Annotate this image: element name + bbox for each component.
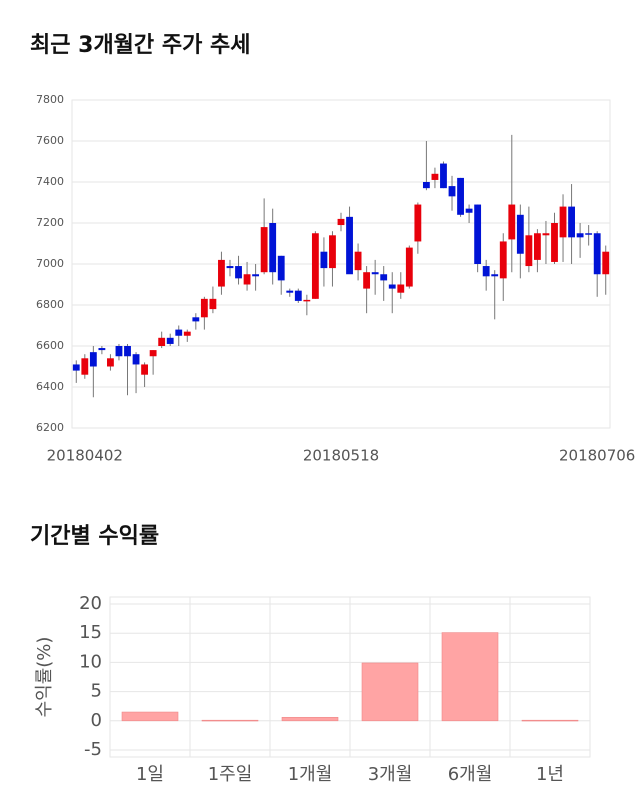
- candle-body: [200, 298, 208, 318]
- candle-body: [337, 218, 345, 226]
- candle-body: [576, 233, 584, 238]
- candle-body: [499, 241, 507, 279]
- y-tick-label: 5: [91, 681, 102, 702]
- candle-body: [311, 233, 319, 299]
- candle-body: [465, 208, 473, 213]
- x-tick-label: 1년: [536, 764, 564, 785]
- candle-body: [277, 255, 285, 281]
- candle-body: [209, 298, 217, 310]
- y-tick-label: -5: [84, 739, 102, 760]
- candle-body: [533, 233, 541, 260]
- y-tick-label: 0: [91, 710, 102, 731]
- candle-body: [431, 173, 439, 180]
- candle-body: [252, 274, 260, 277]
- bar: [521, 719, 579, 722]
- candle-body: [243, 274, 251, 285]
- candle-body: [585, 233, 593, 235]
- candle-body: [516, 214, 524, 254]
- y-tick-label: 7800: [36, 93, 64, 106]
- y-tick-label: 15: [79, 622, 102, 643]
- y-tick-label: 6200: [36, 421, 64, 434]
- candle-body: [388, 284, 396, 289]
- candle-body: [491, 274, 499, 277]
- candle-body: [414, 204, 422, 242]
- candle-body: [602, 251, 610, 275]
- candle-body: [363, 272, 371, 289]
- chart-title: 최근 3개월간 주가 추세: [30, 33, 250, 58]
- bar: [281, 716, 339, 722]
- y-tick-label: 7600: [36, 134, 64, 147]
- candle-body: [542, 233, 550, 236]
- candle-body: [72, 364, 80, 371]
- candle-body: [166, 337, 174, 344]
- candle-body: [81, 358, 89, 375]
- candle-body: [235, 266, 242, 279]
- bar: [361, 662, 419, 722]
- x-tick-label: 20180706: [559, 447, 635, 465]
- candle-body: [175, 329, 183, 336]
- candle-body: [141, 364, 149, 375]
- candle-body: [593, 233, 601, 275]
- candle-body: [115, 346, 123, 357]
- candle-body: [226, 266, 234, 269]
- x-tick-label: 1주일: [208, 764, 253, 785]
- candle-body: [107, 358, 114, 367]
- candle-body: [192, 317, 200, 322]
- y-tick-label: 7000: [36, 257, 64, 270]
- candle-body: [440, 163, 447, 189]
- x-tick-label: 20180402: [47, 447, 123, 465]
- y-tick-label: 10: [79, 651, 102, 672]
- candle-body: [303, 299, 311, 302]
- y-tick-label: 6600: [36, 339, 64, 352]
- candle-body: [405, 247, 413, 287]
- candle-body: [132, 354, 140, 365]
- bar: [441, 632, 499, 722]
- x-tick-label: 1일: [136, 764, 164, 785]
- y-tick-label: 7200: [36, 216, 64, 229]
- candle-body: [158, 337, 166, 346]
- bar: [201, 719, 259, 722]
- candle-body: [98, 348, 106, 351]
- y-axis-label: 수익률(%): [34, 637, 55, 718]
- candle-body: [346, 216, 353, 275]
- candle-body: [286, 290, 294, 293]
- candle-body: [371, 272, 379, 275]
- candle-body: [218, 259, 225, 287]
- candle-body: [320, 251, 328, 269]
- chart-title: 기간별 수익률: [30, 524, 159, 549]
- candle-body: [89, 352, 97, 367]
- candle-body: [329, 235, 336, 269]
- candle-body: [269, 223, 277, 273]
- candle-body: [397, 284, 405, 293]
- x-tick-label: 1개월: [288, 764, 333, 785]
- x-tick-label: 3개월: [368, 764, 413, 785]
- candle-body: [525, 235, 533, 267]
- y-tick-label: 6800: [36, 298, 64, 311]
- candle-body: [183, 331, 191, 336]
- candle-body: [294, 290, 302, 301]
- candle-body: [380, 274, 388, 281]
- candle-body: [422, 182, 430, 189]
- candle-body: [149, 350, 157, 357]
- candle-body: [448, 186, 456, 197]
- y-tick-label: 7400: [36, 175, 64, 188]
- candle-body: [457, 177, 464, 215]
- x-tick-label: 20180518: [303, 447, 379, 465]
- candle-body: [354, 251, 362, 271]
- candle-body: [559, 206, 567, 238]
- candle-body: [568, 206, 575, 238]
- candle-body: [124, 346, 131, 357]
- candle-body: [482, 266, 490, 277]
- candle-body: [551, 223, 558, 262]
- candle-body: [508, 204, 516, 240]
- bar: [121, 711, 179, 722]
- y-tick-label: 20: [79, 593, 102, 614]
- x-tick-label: 6개월: [448, 764, 493, 785]
- candle-body: [474, 204, 482, 264]
- y-tick-label: 6400: [36, 380, 64, 393]
- candle-body: [260, 227, 268, 273]
